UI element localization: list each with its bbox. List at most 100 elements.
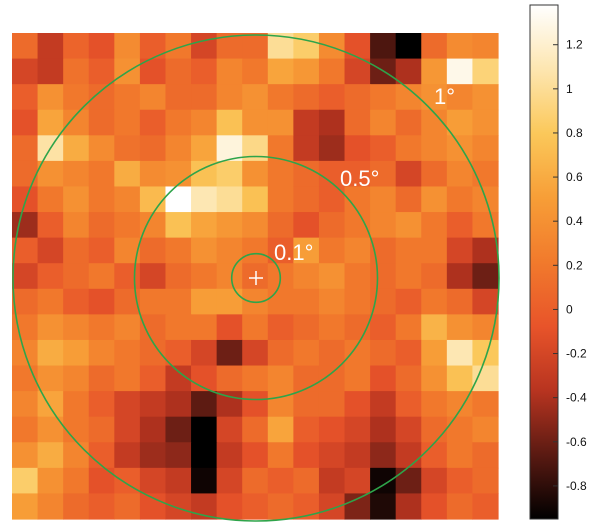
colorbar-tick-label: 1.2 (566, 38, 583, 52)
colorbar-tick-label: 0.8 (566, 126, 583, 140)
heatmap-cell (216, 442, 243, 469)
heatmap-cell (318, 237, 346, 264)
heatmap-cell (139, 339, 167, 367)
heatmap-cell (216, 186, 243, 213)
heatmap-cell (37, 33, 64, 60)
heatmap-cell (446, 186, 474, 213)
heatmap-cell (395, 288, 422, 315)
heatmap-cell (293, 212, 320, 239)
heatmap-cell (318, 442, 346, 469)
heatmap-cell (63, 493, 90, 520)
colorbar-tick-label: 0.6 (566, 170, 583, 184)
heatmap-cell (139, 160, 167, 188)
heatmap-cell (88, 442, 115, 469)
heatmap-cell (63, 237, 90, 264)
heatmap-cell (446, 467, 474, 495)
heatmap-cell (37, 391, 64, 418)
heatmap-cell (165, 288, 192, 315)
heatmap-cell (395, 33, 422, 60)
heatmap-cell (88, 263, 115, 290)
heatmap-cell (191, 212, 218, 239)
heatmap-cell (216, 365, 243, 392)
heatmap-cell (12, 33, 39, 60)
heatmap-cell (165, 84, 192, 111)
heatmap-cell (318, 84, 346, 111)
heatmap-cell (293, 263, 320, 290)
heatmap-cell (139, 288, 167, 315)
heatmap-cell (165, 339, 192, 367)
heatmap-cell (293, 160, 320, 188)
heatmap-cell (370, 212, 397, 239)
heatmap-cell (165, 442, 192, 469)
colorbar-tick-label: 0.4 (566, 214, 583, 228)
heatmap-cell (242, 314, 269, 341)
heatmap-cell (472, 135, 499, 162)
heatmap-cell (293, 84, 320, 111)
heatmap-cell (421, 416, 448, 443)
heatmap-cell (395, 135, 422, 162)
heatmap-cell (267, 288, 294, 315)
ring-label-0-5deg: 0.5° (340, 166, 379, 191)
heatmap-cell (446, 84, 474, 111)
heatmap-cell (114, 263, 141, 290)
heatmap-cell (114, 84, 141, 111)
heatmap-cell (318, 314, 346, 341)
heatmap-cell (12, 160, 39, 188)
heatmap-cell (395, 109, 422, 136)
heatmap-cell (318, 467, 346, 495)
heatmap-cell (421, 212, 448, 239)
heatmap-cell (191, 237, 218, 264)
heatmap-cell (267, 109, 294, 136)
heatmap-cell (242, 160, 269, 188)
heatmap-cell (293, 288, 320, 315)
heatmap-cell (293, 237, 320, 264)
heatmap-cell (421, 263, 448, 290)
heatmap-cell (446, 160, 474, 188)
heatmap-cell (370, 263, 397, 290)
heatmap-cell (395, 442, 422, 469)
heatmap-cell (242, 493, 269, 520)
heatmap-cell (421, 467, 448, 495)
heatmap-cell (114, 160, 141, 188)
heatmap-cell (12, 186, 39, 213)
heatmap-cell (293, 416, 320, 443)
heatmap-cell (37, 186, 64, 213)
heatmap-cell (344, 33, 371, 60)
ring-labels: 1° 0.5° 0.1° (274, 84, 455, 265)
heatmap-cell (88, 416, 115, 443)
heatmap-cell (421, 237, 448, 264)
colorbar-tick-label: 0 (566, 302, 573, 316)
heatmap-cell (139, 212, 167, 239)
heatmap-cell (165, 314, 192, 341)
heatmap-cell (318, 288, 346, 315)
heatmap-cell (446, 493, 474, 520)
heatmap-cell (446, 339, 474, 367)
heatmap-cell (37, 365, 64, 392)
heatmap-cell (267, 186, 294, 213)
heatmap-cell (191, 288, 218, 315)
heatmap-cell (114, 186, 141, 213)
heatmap-cell (344, 58, 371, 85)
heatmap-cell (242, 84, 269, 111)
heatmap-cell (88, 467, 115, 495)
heatmap-cell (446, 288, 474, 315)
angular-rings (12, 34, 500, 522)
heatmap-cell (88, 339, 115, 367)
heatmap-cell (165, 33, 192, 60)
heatmap-cell (114, 391, 141, 418)
heatmap-cell (370, 160, 397, 188)
heatmap-cell (37, 84, 64, 111)
heatmap-cell (446, 263, 474, 290)
heatmap-cell (165, 212, 192, 239)
heatmap-cell (446, 135, 474, 162)
heatmap-cell (242, 416, 269, 443)
heatmap-cell (63, 314, 90, 341)
heatmap-cell (293, 365, 320, 392)
heatmap-cell (88, 212, 115, 239)
heatmap-cell (12, 467, 39, 495)
heatmap-cell (216, 160, 243, 188)
colorbar-gradient (529, 4, 559, 520)
heatmap-cell (395, 467, 422, 495)
heatmap-cell (421, 84, 448, 111)
